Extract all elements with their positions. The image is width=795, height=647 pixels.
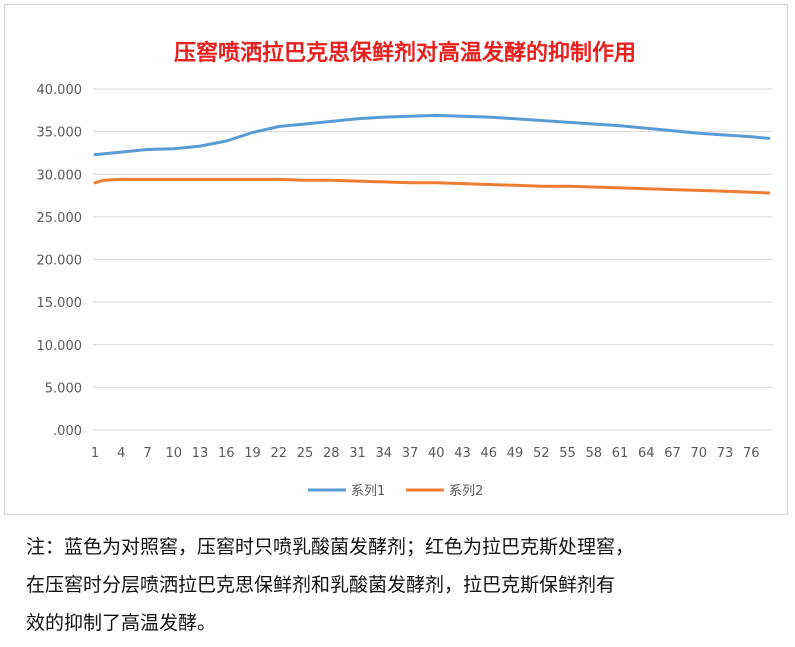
y-tick-label: 5.000 [45,381,82,396]
note-line: 效的抑制了高温发酵。 [26,612,217,634]
x-tick-label: 28 [323,446,340,461]
y-tick-label: 30.000 [37,168,83,183]
y-tick-label: 10.000 [37,339,83,354]
x-tick-label: 7 [143,446,151,461]
x-tick-label: 43 [454,446,471,461]
x-tick-label: 25 [297,446,314,461]
x-tick-label: 76 [743,446,760,461]
note-line: 在压窖时分层喷洒拉巴克思保鲜剂和乳酸菌发酵剂，拉巴克斯保鲜剂有 [26,574,616,596]
x-tick-label: 1 [91,446,99,461]
x-tick-label: 61 [612,446,629,461]
chart-frame: 压窖喷洒拉巴克思保鲜剂对高温发酵的抑制作用 .000 5.000 10.000 15.0… [4,4,788,515]
x-tick-label: 37 [402,446,419,461]
x-tick-label: 64 [638,446,655,461]
chart-title: 压窖喷洒拉巴克思保鲜剂对高温发酵的抑制作用 [174,40,636,66]
chart-note: 注：蓝色为对照窖，压窖时只喷乳酸菌发酵剂；红色为拉巴克斯处理窖， 在压窖时分层喷… [26,528,786,642]
y-tick-label: 35.000 [37,126,83,141]
x-tick-label: 70 [690,446,707,461]
y-tick-label: 20.000 [37,254,83,269]
x-tick-label: 4 [117,446,125,461]
x-tick-label: 13 [192,446,209,461]
x-tick-label: 52 [533,446,550,461]
line-chart: 压窖喷洒拉巴克思保鲜剂对高温发酵的抑制作用 .000 5.000 10.000 15.0… [37,40,773,499]
legend-label-2: 系列2 [449,484,483,499]
series-line-1 [93,113,771,157]
x-tick-label: 55 [559,446,576,461]
x-tick-label: 58 [585,446,602,461]
y-tick-label: .000 [53,424,82,439]
y-tick-label: 25.000 [37,211,83,226]
x-tick-label: 19 [244,446,261,461]
y-tick-label: 15.000 [37,296,83,311]
x-tick-label: 46 [480,446,497,461]
x-tick-label: 49 [507,446,524,461]
x-tick-label: 40 [428,446,445,461]
note-line: 注：蓝色为对照窖，压窖时只喷乳酸菌发酵剂；红色为拉巴克斯处理窖， [26,536,635,558]
x-tick-label: 34 [375,446,392,461]
x-tick-label: 10 [165,446,182,461]
x-tick-label: 16 [218,446,235,461]
series-line-2 [93,177,771,195]
y-tick-label: 40.000 [37,83,83,98]
x-tick-label: 31 [349,446,366,461]
x-tick-label: 67 [664,446,681,461]
x-tick-label: 73 [717,446,734,461]
x-tick-label: 22 [270,446,287,461]
legend-label-1: 系列1 [351,484,385,499]
